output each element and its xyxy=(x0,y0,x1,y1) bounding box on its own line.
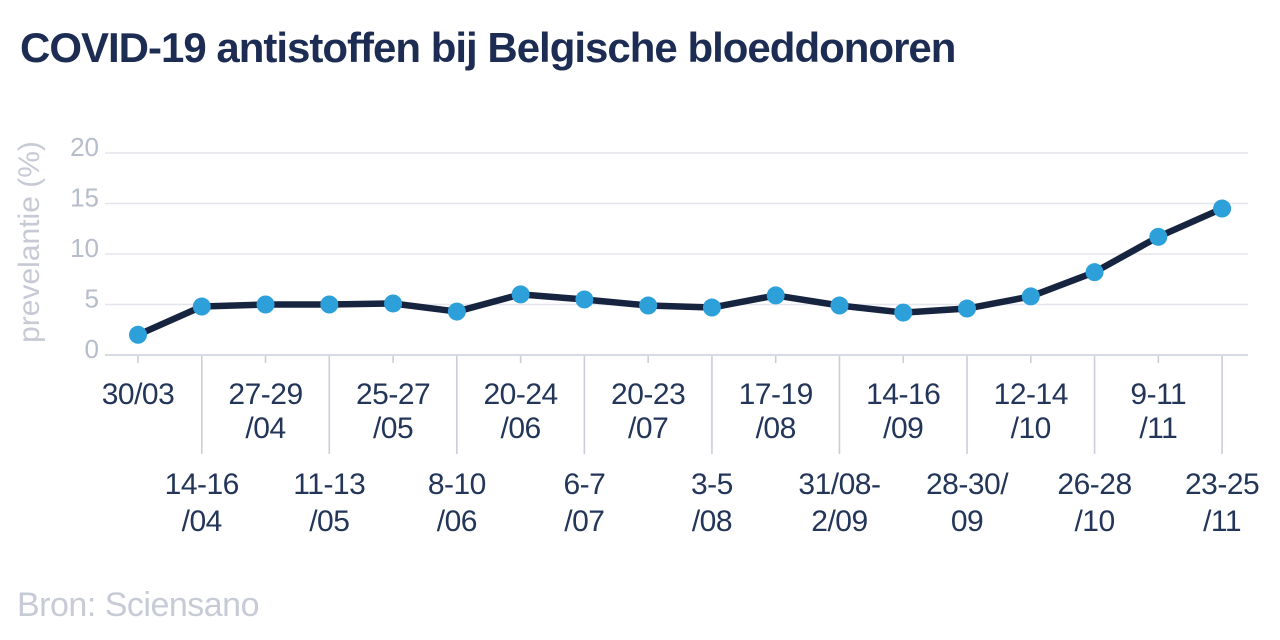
data-point-marker xyxy=(575,290,594,309)
x-tick-label: 23-25 xyxy=(1185,468,1259,501)
y-tick-label: 20 xyxy=(70,132,99,162)
x-tick-label: 11-13 xyxy=(293,468,365,501)
data-point-marker xyxy=(830,296,849,315)
x-tick-label: 9-11 xyxy=(1130,378,1186,411)
data-point-marker xyxy=(129,325,147,344)
x-tick-label: 31/08- xyxy=(798,468,880,501)
chart-title: COVID-19 antistoffen bij Belgische bloed… xyxy=(20,24,956,71)
data-point-marker xyxy=(766,286,785,305)
x-tick-label: /10 xyxy=(1074,505,1114,538)
source-caption: Bron: Sciensano xyxy=(17,586,260,624)
data-point-marker xyxy=(192,297,211,316)
x-tick-label: 14-16 xyxy=(866,378,940,411)
x-tick-label: /07 xyxy=(628,412,668,445)
y-axis-title: prevelantie (%) xyxy=(13,141,46,343)
x-tick-label: /06 xyxy=(437,505,477,538)
data-point-marker xyxy=(511,285,530,304)
data-point-marker xyxy=(447,302,466,321)
x-tick-label: /10 xyxy=(1011,412,1051,445)
x-tick-label: 3-5 xyxy=(691,468,733,501)
x-axis-labels: 30/0314-16/0427-29/0411-13/0525-27/058-1… xyxy=(102,378,1260,538)
x-tick-label: 20-23 xyxy=(611,378,685,411)
x-tick-label: /08 xyxy=(756,412,796,445)
x-tick-label: /04 xyxy=(182,505,222,538)
x-tick-label: /09 xyxy=(883,412,923,445)
x-tick-label: /11 xyxy=(1203,505,1241,538)
data-point-marker xyxy=(702,298,721,317)
axis-layer: 0 5 10 15 20 xyxy=(70,132,1248,454)
x-tick-label: /11 xyxy=(1139,412,1177,445)
x-tick-label: 27-29 xyxy=(228,378,302,411)
x-tick-label: 14-16 xyxy=(165,468,239,501)
data-point-marker xyxy=(256,295,275,314)
data-point-marker xyxy=(1213,199,1232,218)
x-tick-label: 12-14 xyxy=(994,378,1068,411)
x-tick-label: /05 xyxy=(309,505,349,538)
x-tick-label: 8-10 xyxy=(428,468,486,501)
x-tick-label: /06 xyxy=(501,412,541,445)
data-point-marker xyxy=(894,303,913,322)
y-tick-label: 10 xyxy=(70,233,99,263)
data-point-marker xyxy=(320,295,339,314)
x-tick-label: 30/03 xyxy=(102,378,175,411)
x-tick-label: /05 xyxy=(373,412,413,445)
y-tick-label: 15 xyxy=(70,183,99,213)
x-tick-label: 26-28 xyxy=(1057,468,1131,501)
x-tick-label: 20-24 xyxy=(484,378,558,411)
y-tick-label: 0 xyxy=(85,334,99,364)
x-tick-label: 17-19 xyxy=(739,378,813,411)
x-tick-label: /04 xyxy=(245,412,285,445)
x-tick-label: 6-7 xyxy=(563,468,605,501)
data-point-marker xyxy=(384,294,403,313)
data-point-marker xyxy=(958,299,977,318)
data-point-marker xyxy=(1021,287,1040,306)
x-tick-label: 2/09 xyxy=(811,505,867,538)
y-tick-label: 5 xyxy=(85,284,99,314)
x-tick-label: 28-30/ xyxy=(926,468,1009,501)
x-tick-label: 25-27 xyxy=(356,378,430,411)
x-tick-label: 09 xyxy=(951,505,983,538)
series-layer xyxy=(129,199,1232,344)
data-point-marker xyxy=(1149,227,1168,246)
x-tick-label: /07 xyxy=(564,505,604,538)
x-tick-label: /08 xyxy=(692,505,732,538)
chart-line xyxy=(134,205,1226,339)
data-point-marker xyxy=(1085,263,1104,282)
data-point-marker xyxy=(639,296,658,315)
